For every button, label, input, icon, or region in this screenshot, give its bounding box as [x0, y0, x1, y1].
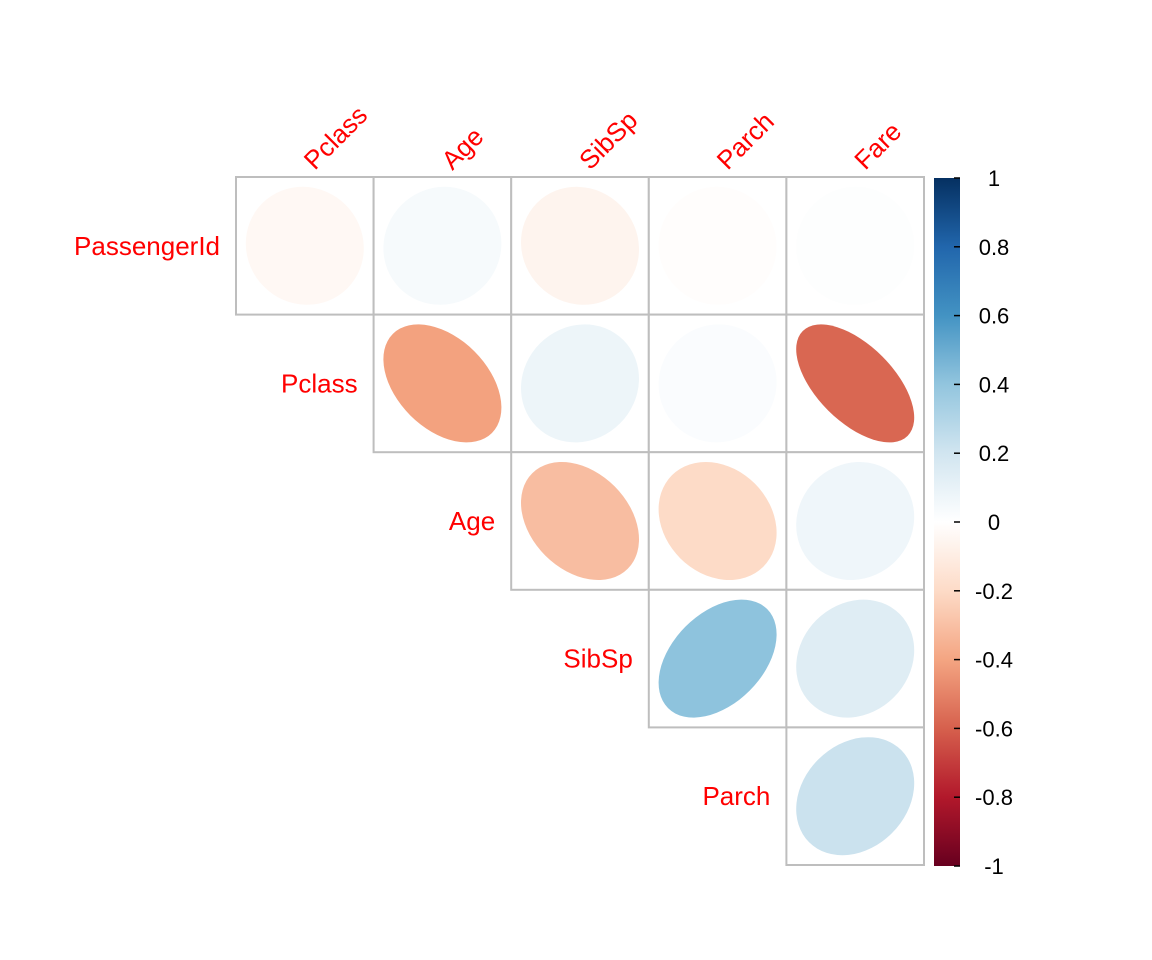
colorbar-tick-label: -1 — [984, 854, 1004, 879]
row-label-parch: Parch — [702, 781, 770, 811]
correlation-ellipse — [520, 461, 640, 581]
colorbar-tick-label: -0.2 — [975, 579, 1013, 604]
colorbar-tick-label: 0.8 — [979, 235, 1010, 260]
colorbar-tick-label: 0.6 — [979, 304, 1010, 329]
col-label-age: Age — [435, 121, 489, 175]
col-label-fare: Fare — [848, 116, 907, 175]
cell-sibsp-parch — [647, 588, 788, 729]
cell-pclass-parch — [647, 313, 788, 454]
colorbar: 1 0.8 0.6 0.4 0.2 0 -0.2 -0.4 -0.6 -0.8 -1 — [934, 166, 1013, 879]
cell-sibsp-fare — [785, 588, 926, 729]
correlation-ellipse — [796, 599, 915, 718]
correlation-ellipse — [521, 324, 639, 443]
correlation-ellipse — [383, 324, 502, 443]
col-label-parch: Parch — [711, 106, 780, 175]
correlation-ellipse — [658, 186, 777, 305]
colorbar-tick-label: -0.6 — [975, 716, 1013, 741]
correlation-ellipse — [796, 461, 915, 581]
correlation-ellipse — [658, 324, 777, 443]
correlation-ellipse — [658, 599, 777, 718]
cell-age-fare — [785, 451, 926, 591]
col-label-pclass: Pclass — [298, 100, 373, 175]
correlation-ellipse — [521, 186, 639, 305]
cell-passengerid-age — [372, 176, 513, 316]
cell-passengerid-pclass — [235, 176, 375, 316]
cell-pclass-sibsp — [510, 313, 650, 454]
cell-age-parch — [647, 451, 788, 591]
colorbar-tick-label: 0 — [988, 510, 1000, 535]
correlation-ellipse — [383, 186, 502, 305]
row-label-pclass: Pclass — [281, 368, 358, 398]
row-label-age: Age — [449, 506, 495, 536]
row-label-sibsp: SibSp — [563, 644, 632, 674]
colorbar-tick-label: 0.2 — [979, 441, 1010, 466]
colorbar-tick-label: 1 — [988, 166, 1000, 191]
cell-parch-fare — [785, 726, 926, 867]
row-labels: PassengerId Pclass Age SibSp Parch — [74, 231, 770, 811]
cell-pclass-fare — [785, 313, 926, 454]
cell-passengerid-parch — [647, 176, 788, 316]
colorbar-tick-label: 0.4 — [979, 372, 1010, 397]
cell-passengerid-sibsp — [510, 176, 650, 316]
cell-pclass-age — [372, 313, 513, 454]
colorbar-tick-label: -0.4 — [975, 648, 1013, 673]
cell-passengerid-fare — [785, 176, 926, 316]
correlation-ellipse — [796, 324, 915, 443]
correlation-cells — [235, 176, 926, 867]
row-label-passengerid: PassengerId — [74, 231, 220, 261]
colorbar-tick-label: -0.8 — [975, 785, 1013, 810]
cell-age-sibsp — [510, 451, 650, 591]
col-label-sibsp: SibSp — [573, 105, 643, 175]
correlation-ellipse — [245, 186, 364, 305]
correlation-ellipse — [658, 462, 777, 580]
column-labels: Pclass Age SibSp Parch Fare — [298, 100, 907, 175]
correlation-ellipse — [796, 737, 915, 856]
correlation-ellipse — [796, 186, 915, 305]
